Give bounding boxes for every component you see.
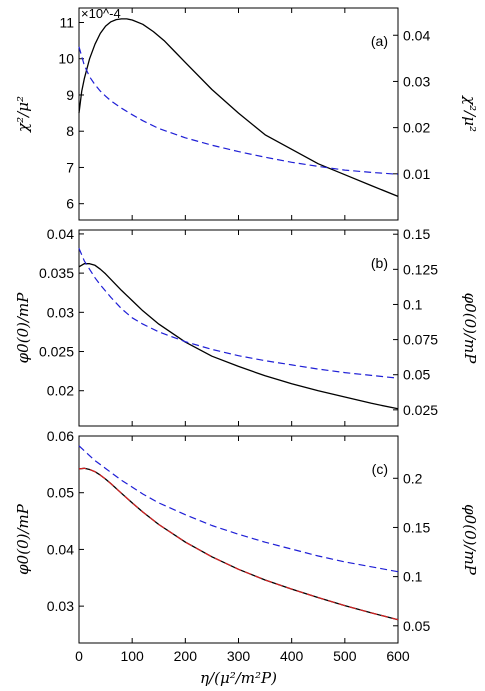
series-line-dashed-red [78, 467, 399, 621]
x-tick-label: 500 [333, 648, 357, 664]
y-right-tick-label: 0.04 [403, 27, 430, 43]
y-left-tick-label: 8 [66, 123, 74, 139]
x-axis-label: η/(μ²/m²P) [200, 669, 277, 687]
y-right-tick-label: 0.01 [403, 166, 430, 182]
y-axis-right-label: χ²/μ² [461, 95, 479, 132]
y-left-tick-label: 7 [66, 159, 74, 175]
y-left-tick-label: 0.05 [47, 485, 74, 501]
y-right-tick-label: 0.025 [403, 402, 438, 418]
y-right-tick-label: 0.15 [403, 226, 430, 242]
y-right-tick-label: 0.05 [403, 618, 430, 634]
x-tick-label: 300 [227, 648, 251, 664]
y-left-tick-label: 0.04 [47, 541, 74, 557]
y-left-exponent-label: ×10^-4 [81, 6, 121, 21]
y-right-tick-label: 0.03 [403, 73, 430, 89]
y-left-tick-label: 10 [58, 51, 74, 67]
y-axis-left-label: φ0(0)/mP [14, 503, 32, 575]
series-line-dashed-blue [78, 445, 399, 573]
y-left-tick-label: 0.035 [39, 265, 74, 281]
y-axis-left-label: χ²/μ² [14, 96, 32, 133]
panel-label: (c) [372, 461, 388, 477]
chart-panel-1: 6 7 8 9 10 11 0.01 0.02 0.03 0.04 (a) χ²/μ² χ²/μ² ×10… [14, 6, 479, 221]
x-tick-label: 100 [120, 648, 144, 664]
y-right-tick-label: 0.05 [403, 367, 430, 383]
y-left-tick-label: 0.03 [47, 304, 74, 320]
chart-panel-3: 0 100 200 300 400 500 600 0.03 0.04 0.05 0.06 0.05 0… [14, 428, 479, 664]
chart-panel-2: 0.02 0.025 0.03 0.035 0.04 0.025 0.05 0.075 0.1 0… [14, 226, 479, 427]
y-left-tick-label: 0.02 [47, 383, 74, 399]
y-right-tick-label: 0.075 [403, 332, 438, 348]
series-line-dashed-blue [78, 248, 399, 379]
y-axis-right-label: φ0(0)/mP [461, 293, 479, 365]
y-left-tick-label: 0.04 [47, 226, 74, 242]
y-right-tick-label: 0.1 [403, 296, 423, 312]
y-left-tick-label: 6 [66, 196, 74, 212]
series-line-dashed-blue [78, 46, 399, 175]
y-right-tick-label: 0.02 [403, 120, 430, 136]
panel-label: (b) [371, 255, 388, 271]
x-tick-label: 600 [386, 648, 410, 664]
y-right-tick-label: 0.1 [403, 569, 423, 585]
y-axis-right-label: φ0(0)/mP [461, 504, 479, 576]
y-right-tick-label: 0.125 [403, 261, 438, 277]
x-tick-label: 0 [75, 648, 83, 664]
panel-label: (a) [371, 33, 388, 49]
y-right-tick-label: 0.15 [403, 519, 430, 535]
y-right-tick-label: 0.2 [403, 470, 423, 486]
y-left-tick-label: 0.06 [47, 428, 74, 444]
series-line-solid-black [78, 467, 399, 621]
y-left-tick-label: 11 [59, 14, 74, 30]
series-line-solid-black [78, 18, 399, 198]
x-tick-label: 200 [174, 648, 198, 664]
x-tick-label: 400 [280, 648, 304, 664]
plot-frame [78, 7, 399, 221]
series-line-solid-black [78, 263, 399, 410]
y-axis-left-label: φ0(0)/mP [14, 292, 32, 364]
y-left-tick-label: 9 [66, 87, 74, 103]
plot-frame [78, 435, 399, 644]
plot-frame [78, 229, 399, 427]
y-left-tick-label: 0.025 [39, 344, 74, 360]
y-left-tick-label: 0.03 [47, 598, 74, 614]
